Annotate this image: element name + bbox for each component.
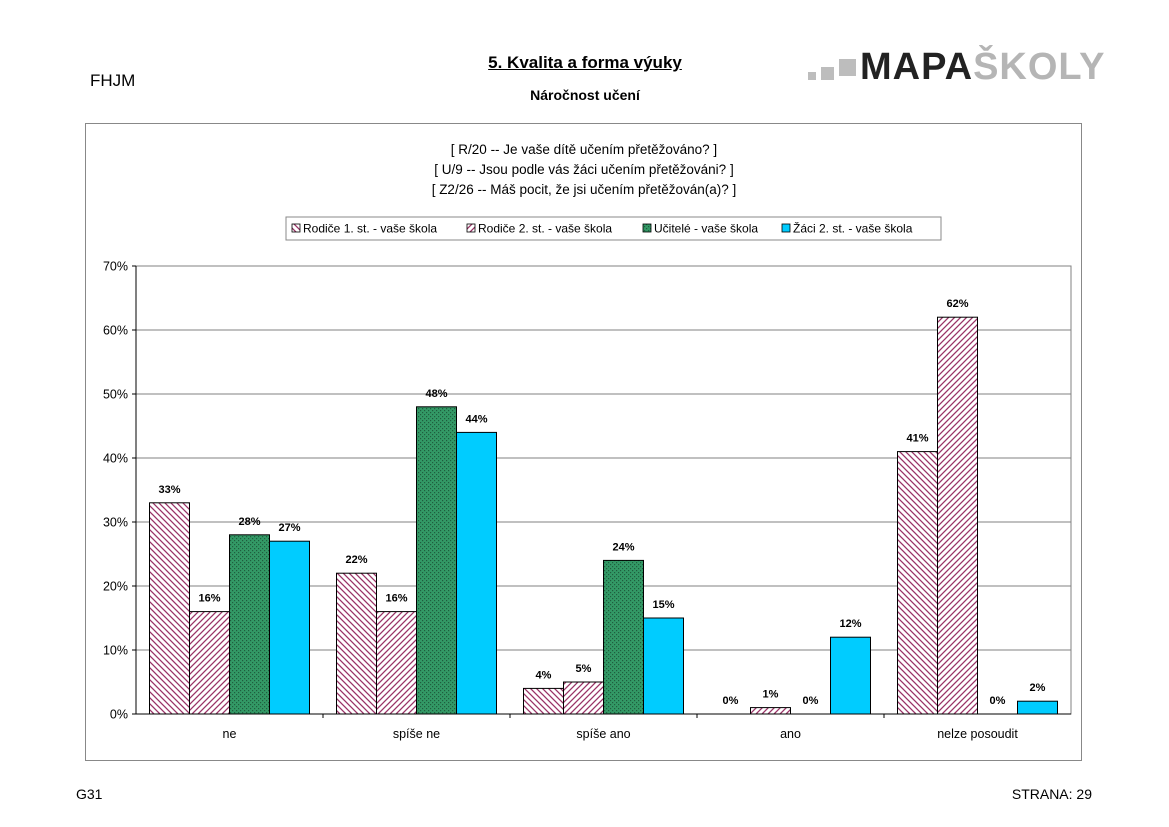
data-label: 33%: [158, 484, 180, 496]
logo-text-part2: ŠKOLY: [973, 46, 1106, 88]
chart-title-line: [ R/20 -- Je vaše dítě učením přetěžován…: [451, 142, 717, 157]
y-tick-label: 40%: [103, 452, 128, 466]
x-category-label: spíše ano: [576, 727, 630, 741]
logo-square-icon: [821, 67, 834, 80]
bar: [563, 681, 604, 715]
page-subtitle: Náročnost učení: [530, 87, 640, 103]
chart-title-line: [ U/9 -- Jsou podle vás žáci učením přet…: [434, 162, 733, 177]
data-label: 16%: [385, 593, 407, 605]
chart-title-line: [ Z2/26 -- Máš pocit, že jsi učením přet…: [432, 182, 737, 197]
y-tick-label: 60%: [103, 324, 128, 338]
footer-code: G31: [76, 786, 103, 802]
legend-swatch: [642, 223, 652, 233]
y-tick-label: 0%: [110, 708, 128, 722]
legend-swatch: [781, 223, 791, 233]
school-code: FHJM: [90, 71, 136, 90]
data-label: 5%: [576, 663, 592, 675]
bar: [523, 687, 564, 715]
data-label: 16%: [198, 593, 220, 605]
chart-area: [ R/20 -- Je vaše dítě učením přetěžován…: [85, 123, 1082, 761]
legend-label: Učitelé - vaše škola: [654, 222, 758, 236]
bar: [229, 534, 270, 715]
bar-chart: [ R/20 -- Je vaše dítě učením přetěžován…: [103, 142, 1072, 741]
logo-square-icon: [839, 59, 856, 76]
data-label: 28%: [238, 516, 260, 528]
data-label: 24%: [612, 541, 634, 553]
bar: [750, 707, 791, 715]
bar: [643, 617, 684, 715]
data-label: 15%: [652, 599, 674, 611]
logo-square-icon: [808, 72, 816, 80]
y-tick-label: 20%: [103, 580, 128, 594]
data-label: 22%: [345, 554, 367, 566]
legend-label: Rodiče 1. st. - vaše škola: [303, 222, 437, 236]
y-tick-label: 30%: [103, 516, 128, 530]
data-label: 2%: [1030, 682, 1046, 694]
bar: [1017, 700, 1058, 715]
bar: [456, 431, 497, 715]
data-label: 0%: [723, 695, 739, 707]
data-label: 4%: [536, 669, 552, 681]
data-label: 27%: [278, 522, 300, 534]
data-label: 12%: [839, 618, 861, 630]
y-tick-label: 10%: [103, 644, 128, 658]
legend-box: [285, 216, 942, 241]
data-label: 0%: [803, 695, 819, 707]
x-category-label: spíše ne: [393, 727, 440, 741]
legend-label: Rodiče 2. st. - vaše škola: [478, 222, 612, 236]
data-label: 48%: [425, 388, 447, 400]
x-category-label: nelze posoudit: [937, 727, 1018, 741]
bar: [416, 406, 457, 715]
legend-swatch: [466, 223, 476, 233]
page-number: STRANA: 29: [1011, 786, 1092, 802]
bar: [937, 316, 978, 715]
bar: [830, 636, 871, 715]
legend-label: Žáci 2. st. - vaše škola: [793, 221, 913, 236]
data-label: 0%: [990, 695, 1006, 707]
y-tick-label: 50%: [103, 388, 128, 402]
data-label: 1%: [763, 689, 779, 701]
logo-text: MAPAŠKOLY: [860, 46, 1106, 89]
data-label: 41%: [906, 433, 928, 445]
logo-text-part1: MAPA: [860, 46, 974, 88]
data-label: 62%: [946, 298, 968, 310]
bar: [336, 572, 377, 715]
bar: [189, 611, 230, 715]
y-tick-label: 70%: [103, 260, 128, 274]
x-category-label: ne: [223, 727, 237, 741]
bar: [603, 559, 644, 715]
bar: [149, 502, 190, 715]
bar: [269, 540, 310, 715]
x-category-label: ano: [780, 727, 801, 741]
data-label: 44%: [465, 413, 487, 425]
bar: [897, 451, 938, 715]
bar: [376, 611, 417, 715]
page-title: 5. Kvalita a forma výuky: [488, 53, 682, 72]
legend-swatch: [291, 223, 301, 233]
